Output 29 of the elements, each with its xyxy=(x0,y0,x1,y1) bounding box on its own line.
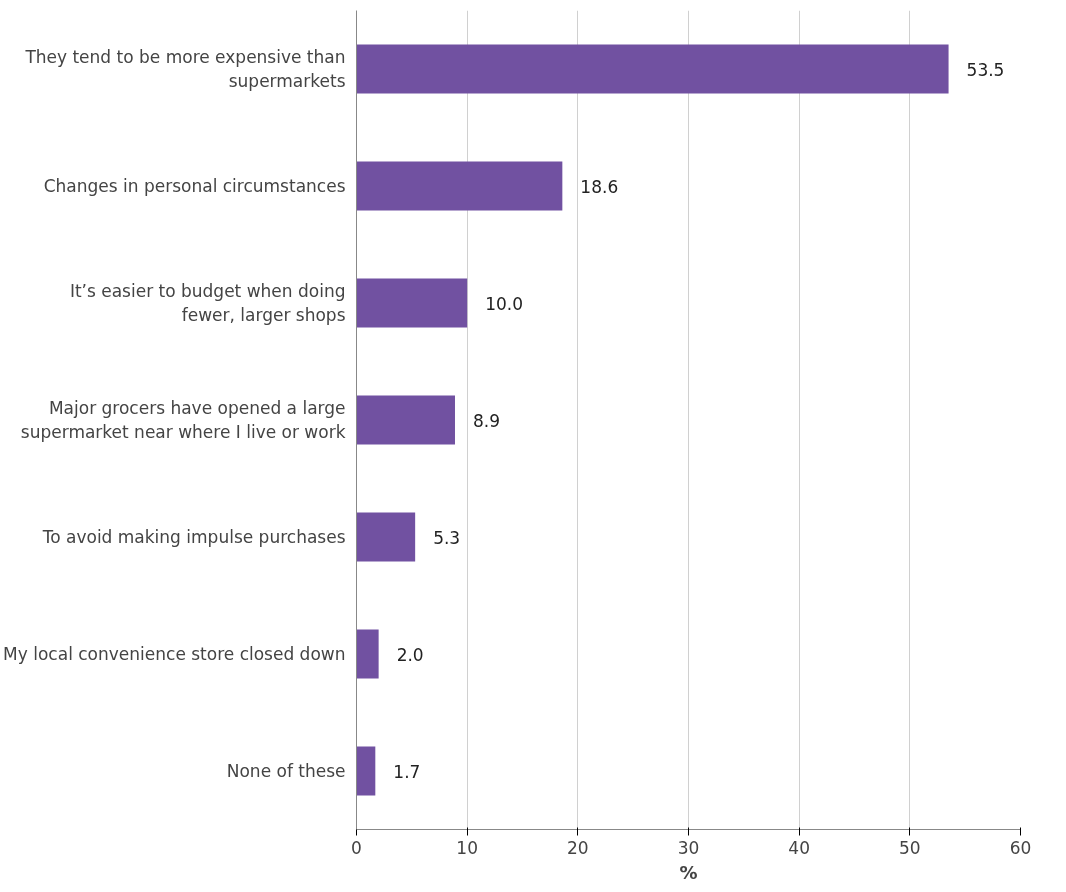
bar xyxy=(356,629,379,679)
x-axis-title: % xyxy=(679,861,698,883)
y-tick-label: It’s easier to budget when doing fewer, larger shops xyxy=(69,281,346,325)
bar xyxy=(356,278,468,328)
data-label: 53.5 xyxy=(966,59,1005,80)
y-tick-label: Major grocers have opened a large supermarket near where I live or work xyxy=(20,398,346,442)
bar xyxy=(356,746,376,796)
bar xyxy=(356,161,563,211)
y-tick-label: They tend to be more expensive than supermarkets xyxy=(24,47,346,91)
data-label: 5.3 xyxy=(433,527,461,548)
x-tick-label: 30 xyxy=(677,837,700,858)
bar xyxy=(356,395,455,445)
x-tick-label: 40 xyxy=(788,837,810,858)
bar xyxy=(356,512,416,562)
y-tick-label: None of these xyxy=(226,761,346,781)
x-tick-label: 50 xyxy=(899,837,921,858)
data-label: 8.9 xyxy=(472,410,501,431)
y-tick-label: Changes in personal circumstances xyxy=(43,176,346,196)
y-tick-label: My local convenience store closed down xyxy=(3,644,346,664)
x-tick-label: 20 xyxy=(567,837,589,858)
data-label: 10.0 xyxy=(485,293,524,314)
x-tick-label: 10 xyxy=(456,837,478,858)
data-label: 1.7 xyxy=(393,761,421,782)
data-label: 2.0 xyxy=(396,644,424,665)
y-tick-label: To avoid making impulse purchases xyxy=(41,527,346,547)
x-tick-label: 60 xyxy=(1009,837,1032,858)
x-tick-label: 0 xyxy=(351,837,362,858)
data-label: 18.6 xyxy=(580,176,619,197)
bar xyxy=(356,44,949,94)
